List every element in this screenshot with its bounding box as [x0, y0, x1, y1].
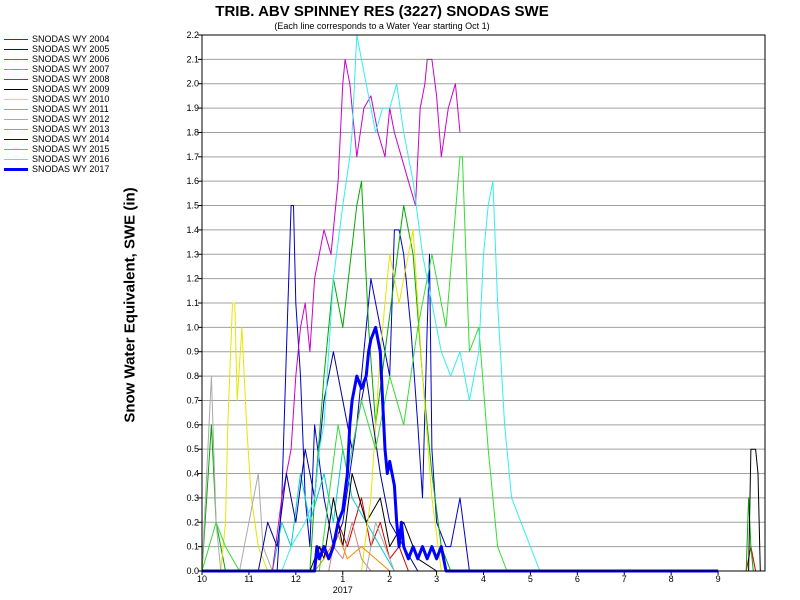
x-year-label: 2017	[333, 585, 353, 595]
series-line-snodas-wy-2016	[202, 34, 719, 572]
y-tick-label: 1.2	[186, 274, 199, 284]
legend-swatch	[4, 149, 28, 150]
y-tick-label: 1.9	[186, 103, 199, 113]
legend-label: SNODAS WY 2017	[32, 164, 110, 174]
y-tick-label: 0.3	[186, 493, 199, 503]
y-tick-label: 0.0	[186, 566, 199, 576]
legend-swatch	[4, 119, 28, 120]
x-tick-label: 5	[528, 574, 533, 584]
x-tick-label: 1	[340, 574, 345, 584]
y-tick-label: 0.9	[186, 347, 199, 357]
series-line-snodas-wy-2008	[202, 58, 461, 572]
legend-label: SNODAS WY 2011	[32, 104, 109, 114]
legend-swatch	[4, 49, 28, 50]
y-tick-label: 0.4	[186, 469, 199, 479]
y-tick-label: 1.8	[186, 127, 199, 137]
x-tick-label: 6	[575, 574, 580, 584]
y-tick-label: 1.6	[186, 176, 199, 186]
y-tick-label: 1.0	[186, 322, 199, 332]
plot-frame	[201, 34, 766, 572]
y-tick-label: 0.6	[186, 420, 199, 430]
legend-label: SNODAS WY 2005	[32, 44, 110, 54]
legend-swatch	[4, 129, 28, 130]
x-tick-label: 8	[669, 574, 674, 584]
legend-swatch	[4, 139, 28, 140]
y-tick-label: 1.5	[186, 201, 199, 211]
x-tick-label: 4	[481, 574, 486, 584]
legend-swatch	[4, 159, 28, 160]
legend-label: SNODAS WY 2015	[32, 144, 110, 154]
legend-swatch	[4, 89, 28, 90]
y-tick-label: 0.1	[186, 542, 199, 552]
x-tick-label: 9	[716, 574, 721, 584]
legend-swatch	[4, 79, 28, 80]
y-tick-label: 1.4	[186, 225, 199, 235]
y-tick-label: 2.2	[186, 30, 199, 40]
y-tick-label: 1.1	[186, 298, 199, 308]
y-tick-label: 0.5	[186, 444, 199, 454]
legend-label: SNODAS WY 2007	[32, 64, 110, 74]
chart-subtitle: (Each line corresponds to a Water Year s…	[274, 21, 490, 31]
chart-title: TRIB. ABV SPINNEY RES (3227) SNODAS SWE	[215, 3, 549, 20]
legend-swatch	[4, 99, 28, 100]
x-tick-label: 10	[197, 574, 207, 584]
x-tick-label: 11	[244, 574, 253, 584]
legend-swatch	[4, 39, 28, 40]
x-tick-label: 3	[434, 574, 439, 584]
legend-label: SNODAS WY 2006	[32, 54, 110, 64]
legend-label: SNODAS WY 2016	[32, 154, 110, 164]
legend-label: SNODAS WY 2012	[32, 114, 110, 124]
series-line-snodas-wy-2010	[202, 229, 442, 572]
series-line-snodas-wy-2014	[202, 351, 419, 572]
legend-label: SNODAS WY 2013	[32, 124, 110, 134]
legend-swatch	[4, 59, 28, 60]
y-tick-label: 1.7	[186, 152, 199, 162]
legend-swatch	[4, 109, 28, 110]
y-tick-label: 2.0	[186, 79, 199, 89]
x-tick-label: 7	[622, 574, 627, 584]
y-tick-label: 0.7	[186, 395, 199, 405]
x-tick-label: 2	[387, 574, 392, 584]
y-tick-label: 0.2	[186, 517, 199, 527]
y-tick-label: 2.1	[186, 54, 199, 64]
legend-swatch	[4, 168, 28, 171]
y-tick-label: 0.8	[186, 371, 199, 381]
legend-label: SNODAS WY 2008	[32, 74, 110, 84]
legend-label: SNODAS WY 2010	[32, 94, 110, 104]
legend-label: SNODAS WY 2014	[32, 134, 110, 144]
x-tick-label: 12	[291, 574, 301, 584]
series-line-snodas-wy-2017	[202, 325, 719, 573]
legend-label: SNODAS WY 2004	[32, 34, 110, 44]
legend-label: SNODAS WY 2009	[32, 84, 110, 94]
series-line-snodas-wy-2012	[201, 375, 395, 572]
y-tick-label: 1.3	[186, 249, 199, 259]
legend-swatch	[4, 69, 28, 70]
